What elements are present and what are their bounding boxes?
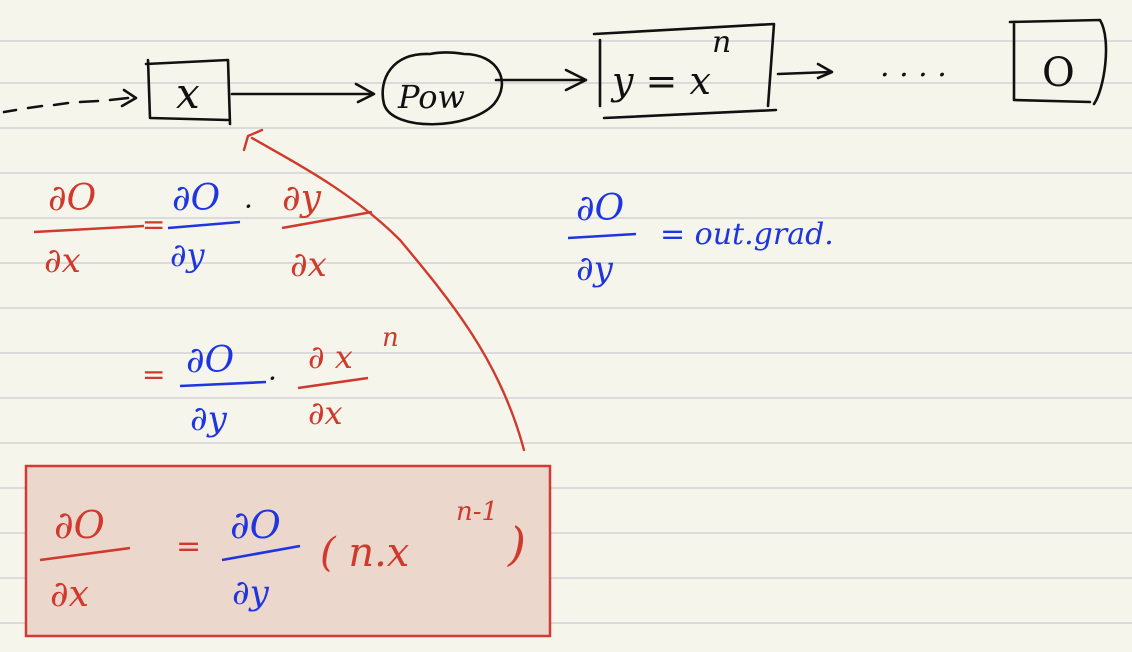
row1-dy-over-dx-den: ∂x bbox=[290, 245, 327, 285]
chain-rule-row-2: = ∂O ∂y · ∂ x n ∂x bbox=[142, 323, 399, 439]
result-dx-den: ∂x bbox=[50, 574, 89, 615]
result-dy-den: ∂y bbox=[232, 573, 270, 613]
graph-ellipsis: . . . . bbox=[880, 49, 947, 84]
row2-dxn-num: ∂ x bbox=[308, 338, 353, 376]
computation-graph bbox=[2, 18, 1108, 126]
row2-dxn-exponent: n bbox=[382, 323, 399, 353]
row1-equals: = bbox=[142, 208, 165, 241]
note-out-grad-text: = out.grad. bbox=[660, 217, 834, 252]
x-node-box bbox=[144, 58, 232, 126]
o-node-label: O bbox=[1042, 50, 1075, 96]
backprop-curve-arrow bbox=[250, 136, 526, 452]
out-grad-note: ∂O ∂y = out.grad. bbox=[567, 188, 834, 289]
note-dy-den: ∂y bbox=[576, 249, 614, 289]
row1-dot: · bbox=[244, 190, 253, 223]
arrow-head-x-to-pow bbox=[354, 82, 376, 104]
result-dO-over-dy-num: ∂O bbox=[230, 503, 281, 547]
note-dO-num: ∂O bbox=[576, 188, 624, 229]
arrow-head-pow-to-y bbox=[564, 68, 588, 92]
row1-frac-bar-3 bbox=[281, 210, 373, 230]
row1-frac-bar-2 bbox=[167, 220, 241, 230]
y-node-label: y = x bbox=[610, 59, 711, 103]
row1-dy-over-dx-num: ∂y bbox=[282, 178, 322, 219]
row2-dot: · bbox=[268, 362, 277, 395]
result-exponent: n-1 bbox=[456, 497, 498, 527]
result-close-paren: ) bbox=[507, 517, 526, 571]
result-equals: = bbox=[176, 529, 201, 564]
row1-dO-over-dy-den: ∂y bbox=[170, 236, 206, 274]
o-node-box bbox=[1008, 18, 1108, 106]
row1-dO-over-dx-num: ∂O bbox=[48, 178, 96, 219]
row1-frac-bar-1 bbox=[33, 224, 145, 234]
x-node-label: x bbox=[176, 69, 200, 118]
pow-node-label: Pow bbox=[397, 78, 465, 116]
chain-rule-row-1: ∂O ∂x = ∂O ∂y · ∂y ∂x bbox=[33, 178, 373, 285]
arrow-y-to-next bbox=[776, 70, 832, 76]
y-node-box bbox=[592, 22, 778, 120]
row1-dO-over-dy-num: ∂O bbox=[172, 178, 220, 219]
incoming-dashed-arrow bbox=[2, 96, 130, 114]
row1-dO-over-dx-den: ∂x bbox=[44, 241, 81, 281]
pow-node-circle bbox=[381, 51, 504, 126]
result-frac-bar-2 bbox=[221, 544, 301, 562]
arrow-head-y-to-next bbox=[816, 62, 834, 80]
row2-dxn-den: ∂x bbox=[308, 394, 343, 432]
y-node-exponent: n bbox=[712, 25, 731, 60]
note-frac-bar bbox=[567, 232, 637, 240]
backprop-arrow-head bbox=[242, 128, 264, 152]
row2-equals: = bbox=[142, 358, 165, 391]
result-dO-num: ∂O bbox=[54, 503, 105, 547]
result-formula: ∂O ∂x = ∂O ∂y ( n.x n-1 ) bbox=[39, 497, 526, 615]
row2-dO-over-dy-num: ∂O bbox=[186, 340, 234, 381]
result-paren-expression: ( n.x bbox=[320, 530, 409, 576]
row2-dO-over-dy-den: ∂y bbox=[190, 399, 228, 439]
graph-labels: x Pow y = x n . . . . O bbox=[176, 25, 1075, 118]
row2-frac-bar-2 bbox=[297, 376, 369, 390]
row2-frac-bar-1 bbox=[179, 380, 267, 388]
incoming-arrow-head bbox=[120, 88, 138, 108]
result-frac-bar-1 bbox=[39, 546, 131, 562]
